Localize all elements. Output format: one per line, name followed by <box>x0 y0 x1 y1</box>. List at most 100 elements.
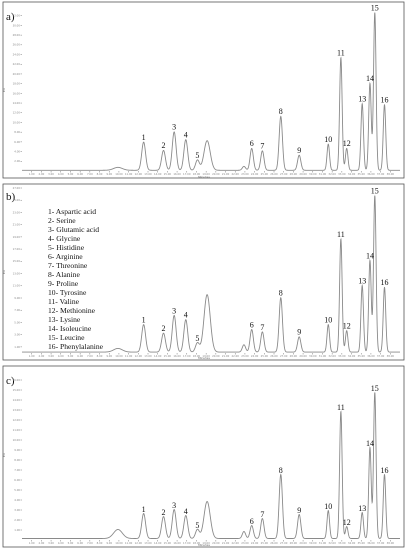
x-tick-label: 6.00 <box>77 172 83 176</box>
x-tick-label: 7.00 <box>87 541 93 545</box>
legend-item: 13- Lysine <box>48 315 81 324</box>
x-tick-label: 16.00 <box>173 541 181 545</box>
x-tick-label: 30.00 <box>309 172 317 176</box>
x-tick-label: 26.00 <box>270 172 278 176</box>
legend-item: 10- Tyrosine <box>48 288 87 297</box>
panel-a-xticks: 1.00 2.00 3.00 4.00 5.00 6.00 7.00 8.00 9.00 10.0… <box>29 171 394 176</box>
y-tick-label: 32.00 <box>13 14 21 18</box>
legend-item: 2- Serine <box>48 216 76 225</box>
x-tick-label: 26.00 <box>270 541 278 545</box>
x-tick-label: 5.00 <box>68 541 74 545</box>
x-tick-label: 10.00 <box>115 354 123 358</box>
x-tick-label: 31.00 <box>319 172 327 176</box>
x-tick-label: 36.00 <box>367 172 375 176</box>
x-tick-label: 33.00 <box>338 172 346 176</box>
x-tick-label: 28.00 <box>290 541 298 545</box>
y-tick-label: 22.00 <box>13 62 21 66</box>
y-tick-label: 16.00 <box>13 91 21 95</box>
peak-label-4: 4 <box>184 311 188 320</box>
panel-a-label: a) <box>6 11 15 23</box>
x-tick-label: 17.00 <box>183 541 191 545</box>
legend-item: 7- Threonine <box>48 261 88 270</box>
y-tick-label: 5.00 <box>14 488 20 492</box>
x-tick-label: 2.00 <box>38 541 44 545</box>
y-tick-label: 3.00 <box>14 333 20 337</box>
y-tick-label: 15.00 <box>13 388 21 392</box>
x-tick-label: 24.00 <box>251 541 259 545</box>
legend-item: 8- Alanine <box>48 270 80 279</box>
x-tick-label: 15.00 <box>164 541 172 545</box>
peak-label-2: 2 <box>162 324 166 333</box>
x-tick-label: 2.00 <box>38 354 44 358</box>
x-tick-label: 15.00 <box>164 172 172 176</box>
panel-b-yticks: 1.00 3.00 5.00 7.00 9.00 11.00 13.00 15.00 17.00… <box>13 186 22 349</box>
x-tick-label: 4.00 <box>58 354 64 358</box>
x-tick-label: 11.00 <box>125 172 133 176</box>
panel-a: a) 1.00 2.00 3.00 4.00 5.00 6.00 7.00 8.00 9.00 1… <box>2 1 405 179</box>
panel-a-frame <box>2 1 405 179</box>
peak-label-16: 16 <box>380 466 388 475</box>
peak-label-10: 10 <box>324 316 332 325</box>
peak-label-3: 3 <box>172 123 176 132</box>
legend-item: 14- Isoleucine <box>48 324 92 333</box>
y-tick-label: 7.00 <box>14 308 20 312</box>
panel-b-xlabel: Minutes <box>198 356 210 360</box>
y-tick-label: 6.00 <box>14 140 20 144</box>
peak-label-2: 2 <box>162 141 166 150</box>
peak-label-7: 7 <box>260 510 264 519</box>
x-tick-label: 18.00 <box>193 172 201 176</box>
x-tick-label: 30.00 <box>309 541 317 545</box>
x-tick-label: 12.00 <box>135 541 143 545</box>
x-tick-label: 14.00 <box>154 172 162 176</box>
x-tick-label: 5.00 <box>68 354 74 358</box>
x-tick-label: 34.00 <box>348 354 356 358</box>
panel-b: b) 1.00 2.00 3.00 4.00 5.00 6.00 7.00 8.00 9.00 1… <box>2 183 405 361</box>
x-tick-label: 38.00 <box>387 354 395 358</box>
peak-label-2: 2 <box>162 508 166 517</box>
x-tick-label: 13.00 <box>144 354 152 358</box>
peak-label-7: 7 <box>260 323 264 332</box>
x-tick-label: 15.00 <box>164 354 172 358</box>
panel-c-xlabel: Minutes <box>198 543 210 547</box>
peak-label-9: 9 <box>297 146 301 155</box>
x-tick-label: 36.00 <box>367 541 375 545</box>
x-tick-label: 14.00 <box>154 541 162 545</box>
peak-label-15: 15 <box>371 187 379 196</box>
panel-b-xticks: 1.00 2.00 3.00 4.00 5.00 6.00 7.00 8.00 9.00 10.0… <box>29 353 395 358</box>
y-tick-label: 6.00 <box>14 478 20 482</box>
y-tick-label: 30.00 <box>13 23 21 27</box>
x-tick-label: 19.00 <box>202 541 210 545</box>
peak-label-15: 15 <box>371 384 379 393</box>
x-tick-label: 22.00 <box>232 354 240 358</box>
x-tick-label: 20.00 <box>212 354 220 358</box>
x-tick-label: 7.00 <box>87 172 93 176</box>
y-tick-label: 23.00 <box>13 210 21 214</box>
x-tick-label: 8.00 <box>97 354 103 358</box>
peak-label-14: 14 <box>366 439 374 448</box>
y-tick-label: 19.00 <box>13 235 21 239</box>
y-tick-label: 12.00 <box>13 418 21 422</box>
y-tick-label: 10.00 <box>13 438 21 442</box>
y-tick-label: 1.00 <box>14 528 20 532</box>
peak-label-10: 10 <box>324 502 332 511</box>
x-tick-label: 8.00 <box>97 172 103 176</box>
y-tick-label: 26.00 <box>13 43 21 47</box>
x-tick-label: 18.00 <box>193 354 201 358</box>
x-tick-label: 1.00 <box>29 354 35 358</box>
x-tick-label: 33.00 <box>338 541 346 545</box>
peak-label-1: 1 <box>142 505 146 514</box>
peak-label-3: 3 <box>172 306 176 315</box>
legend-item: 12- Methionine <box>48 306 96 315</box>
peak-label-6: 6 <box>250 139 254 148</box>
x-tick-label: 16.00 <box>173 172 181 176</box>
peak-label-16: 16 <box>380 278 388 287</box>
peak-label-5: 5 <box>195 151 199 160</box>
x-tick-label: 34.00 <box>348 541 356 545</box>
y-tick-label: 7.00 <box>14 468 20 472</box>
peak-label-11: 11 <box>337 230 345 239</box>
x-tick-label: 21.00 <box>222 354 230 358</box>
legend-item: 6- Arginine <box>48 252 83 261</box>
panel-c-trace <box>22 392 400 539</box>
x-tick-label: 1.00 <box>29 541 35 545</box>
x-tick-label: 6.00 <box>77 354 83 358</box>
